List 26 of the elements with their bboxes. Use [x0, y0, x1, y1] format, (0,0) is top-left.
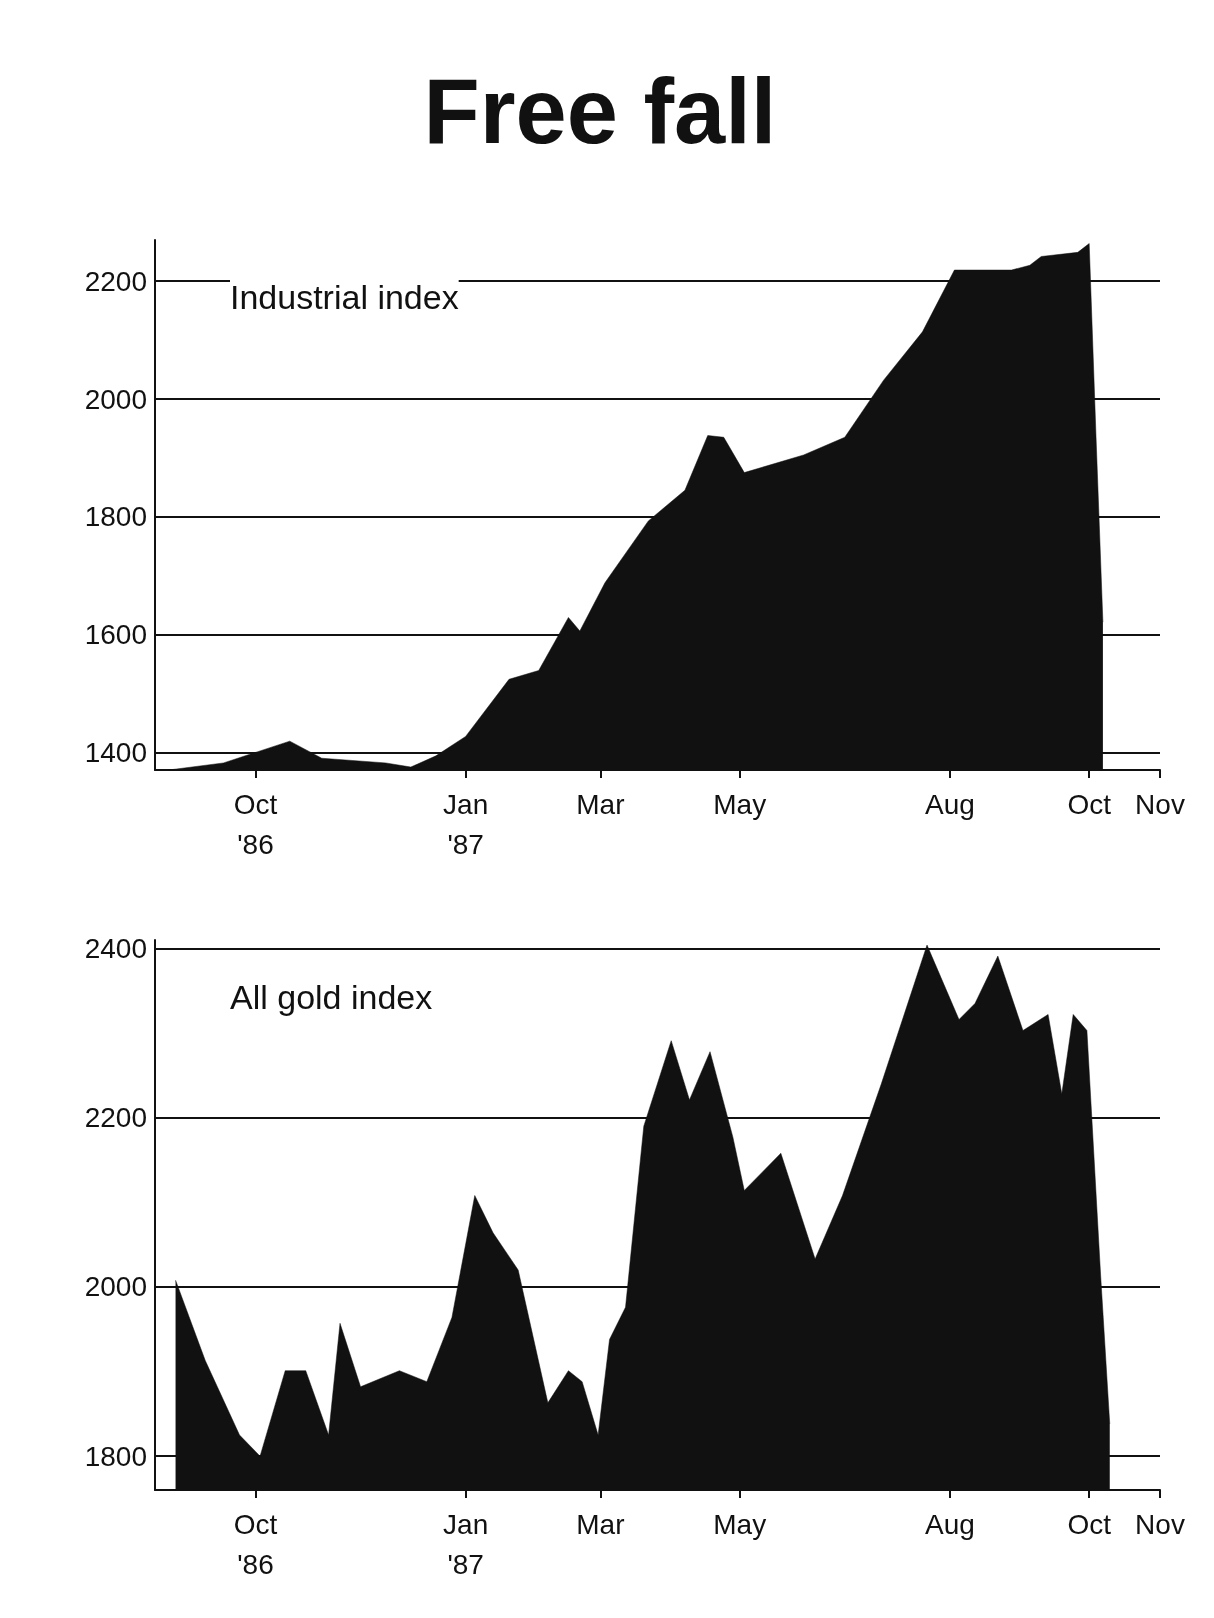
x-tick-label: Nov: [1135, 1508, 1185, 1540]
x-tick-label: Mar: [576, 1508, 625, 1540]
y-tick-label: 2000: [84, 1271, 147, 1303]
y-tick-label: 1600: [84, 619, 147, 651]
y-tick-label: 1800: [84, 501, 147, 533]
y-tick-label: 2000: [84, 383, 147, 415]
chart-title: Free fall: [423, 60, 777, 162]
x-tick-label: Oct '86: [233, 788, 278, 860]
y-tick-label: 1400: [84, 736, 147, 768]
x-tick-label: May: [713, 788, 767, 820]
x-tick-label: Nov: [1135, 788, 1185, 820]
x-tick-label: Oct '86: [233, 1508, 278, 1580]
x-tick-label: Jan '87: [443, 1508, 489, 1580]
annotation: All gold index: [230, 978, 433, 1016]
x-tick-label: Mar: [576, 788, 625, 820]
x-tick-label: Jan '87: [443, 788, 489, 860]
y-tick-label: 1800: [84, 1440, 147, 1472]
x-tick-label: May: [713, 1508, 767, 1540]
y-tick-label: 2400: [84, 932, 147, 964]
y-tick-label: 2200: [84, 265, 147, 297]
x-tick-label: Oct: [1067, 1508, 1112, 1540]
x-tick-label: Oct: [1067, 788, 1112, 820]
y-tick-label: 2200: [84, 1102, 147, 1134]
x-tick-label: Aug: [924, 788, 975, 820]
x-tick-label: Aug: [924, 1508, 975, 1540]
annotation: Industrial index: [230, 278, 459, 316]
